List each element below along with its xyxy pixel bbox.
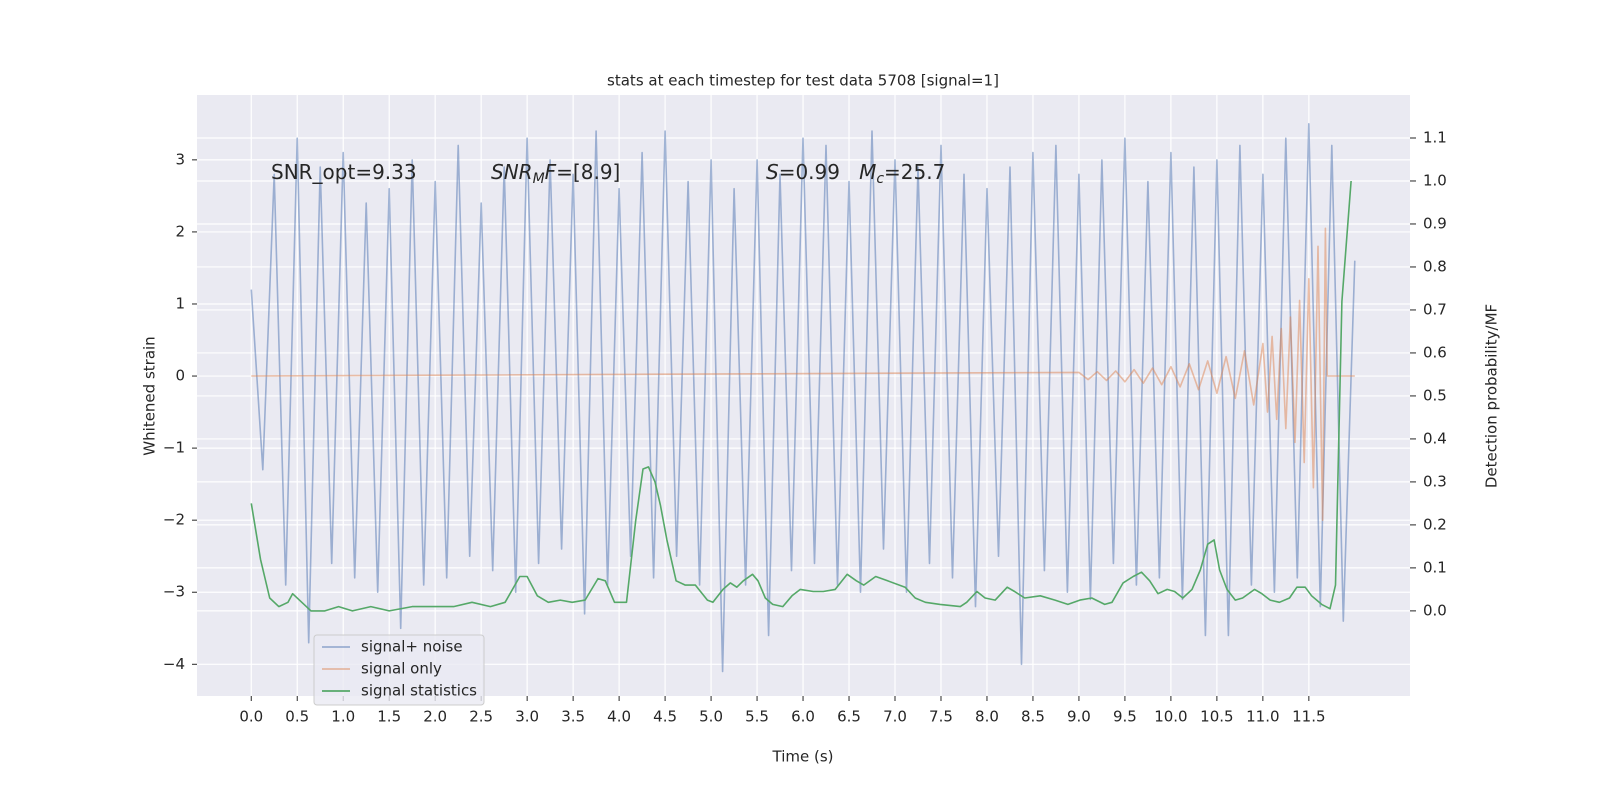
y2-tick-label: 1.1 [1423, 128, 1447, 146]
x-tick-label: 2.5 [469, 708, 493, 726]
y-tick-label: −1 [163, 439, 185, 457]
legend-label: signal only [361, 660, 442, 678]
y2-tick-label: 0.1 [1423, 558, 1447, 576]
annotation: SNR_opt=9.33 [271, 160, 417, 184]
x-tick-label: 2.0 [423, 708, 447, 726]
x-axis-label: Time (s) [772, 748, 834, 766]
x-tick-label: 11.5 [1292, 708, 1325, 726]
series-line [251, 227, 1355, 521]
annotation-part: =0.99 [779, 160, 859, 184]
x-tick-label: 10.5 [1200, 708, 1233, 726]
x-tick-label: 8.0 [975, 708, 999, 726]
annotation-part: c [876, 171, 884, 187]
y2-tick-label: 0.9 [1423, 214, 1447, 232]
annotation-part: SNR_opt=9.33 [271, 160, 417, 184]
annotation-part: S [766, 160, 779, 184]
series-line [250, 180, 1352, 612]
y2-tick-label: 0.2 [1423, 515, 1447, 533]
y-tick-label: 3 [175, 150, 185, 168]
x-tick-label: 0.5 [285, 708, 309, 726]
annotation-part: M [859, 160, 876, 184]
x-tick-label: 6.0 [791, 708, 815, 726]
y-axis-label: Whitened strain [141, 336, 159, 455]
x-tick-label: 11.0 [1246, 708, 1279, 726]
x-tick-label: 6.5 [837, 708, 861, 726]
y2-tick-label: 0.7 [1423, 300, 1447, 318]
y2-tick-label: 0.8 [1423, 257, 1447, 275]
x-tick-label: 8.5 [1021, 708, 1045, 726]
y2-tick-label: 0.0 [1423, 601, 1447, 619]
legend: signal+ noise signal only signal statistic… [313, 634, 485, 706]
x-tick-label: 7.5 [929, 708, 953, 726]
legend-box [313, 634, 485, 706]
y-tick-label: −2 [163, 511, 185, 529]
x-tick-label: 3.5 [561, 708, 585, 726]
annotation-part: M [533, 171, 545, 187]
legend-label: signal+ noise [361, 638, 463, 656]
chart-title: stats at each timestep for test data 570… [607, 72, 999, 90]
x-tick-label: 1.5 [377, 708, 401, 726]
x-tick-label: 0.0 [239, 708, 263, 726]
series-line [250, 123, 1356, 673]
y2-tick-label: 1.0 [1423, 171, 1447, 189]
x-tick-label: 3.0 [515, 708, 539, 726]
x-tick-label: 9.0 [1067, 708, 1091, 726]
x-tick-label: 4.0 [607, 708, 631, 726]
x-tick-label: 7.0 [883, 708, 907, 726]
y-tick-label: 0 [175, 367, 185, 385]
y-tick-label: 1 [175, 294, 185, 312]
x-tick-label: 5.5 [745, 708, 769, 726]
x-tick-label: 5.0 [699, 708, 723, 726]
legend-label: signal statistics [361, 682, 477, 700]
annotation-part: =25.7 [884, 160, 945, 184]
x-tick-label: 9.5 [1113, 708, 1137, 726]
x-tick-label: 4.5 [653, 708, 677, 726]
y2-tick-label: 0.4 [1423, 429, 1447, 447]
y2-tick-label: 0.6 [1423, 343, 1447, 361]
annotation-part: =[8.9] [556, 160, 620, 184]
y2-tick-label: 0.5 [1423, 386, 1447, 404]
y2-axis-label: Detection probability/MF [1483, 304, 1501, 488]
x-tick-label: 10.0 [1154, 708, 1187, 726]
annotation-part: F [545, 160, 557, 184]
x-tick-label: 1.0 [331, 708, 355, 726]
y2-tick-label: 0.3 [1423, 472, 1447, 490]
y-tick-label: −4 [163, 655, 185, 673]
annotation-part: SNR [491, 160, 533, 184]
annotation: S=0.99 Mc=25.7 [766, 160, 945, 188]
y-tick-label: 2 [175, 222, 185, 240]
y-tick-label: −3 [163, 583, 185, 601]
annotation: SNRMF=[8.9] [491, 160, 620, 188]
